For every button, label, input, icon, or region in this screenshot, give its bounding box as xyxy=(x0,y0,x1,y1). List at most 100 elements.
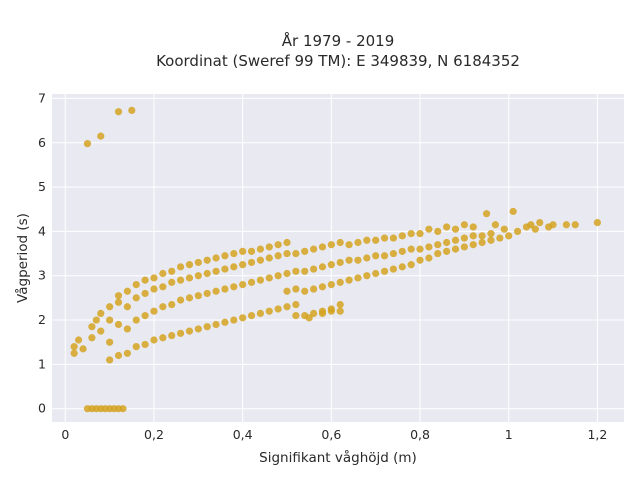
data-point xyxy=(239,247,247,255)
data-point xyxy=(265,307,273,315)
data-point xyxy=(176,296,185,304)
data-point xyxy=(345,256,353,264)
data-point xyxy=(327,307,335,315)
data-point xyxy=(380,252,389,260)
data-points xyxy=(70,106,601,413)
data-point xyxy=(354,274,362,282)
data-point xyxy=(363,272,371,280)
data-point xyxy=(141,312,149,320)
data-point xyxy=(212,254,220,262)
data-point xyxy=(185,327,194,335)
y-tick-label: 5 xyxy=(38,179,46,194)
data-point xyxy=(416,230,424,238)
data-point xyxy=(70,343,78,351)
data-point xyxy=(185,274,194,282)
data-point xyxy=(292,249,300,258)
data-point xyxy=(221,318,229,326)
chart-title-line-2: Koordinat (Sweref 99 TM): E 349839, N 61… xyxy=(156,52,520,70)
data-point xyxy=(363,254,371,262)
data-point xyxy=(372,236,380,244)
data-point xyxy=(505,232,513,240)
data-point xyxy=(416,245,424,253)
data-point xyxy=(221,252,229,260)
data-point xyxy=(123,349,131,357)
data-point xyxy=(168,278,176,286)
data-point xyxy=(416,256,424,264)
data-point xyxy=(230,249,238,258)
data-point xyxy=(265,243,273,251)
data-point xyxy=(469,232,477,240)
data-point xyxy=(487,230,495,238)
data-point xyxy=(106,303,114,311)
data-point xyxy=(478,232,486,240)
data-point xyxy=(92,316,100,324)
data-point xyxy=(123,303,131,311)
data-point xyxy=(460,234,468,242)
data-point xyxy=(571,221,579,229)
x-tick-label: 0,2 xyxy=(144,427,164,442)
x-axis-ticks: 0 0,2 0,4 0,6 0,8 1 1,2 xyxy=(61,427,607,442)
data-point xyxy=(114,108,123,116)
data-point xyxy=(83,140,92,148)
data-point xyxy=(159,334,167,342)
data-point xyxy=(292,300,300,309)
data-point xyxy=(132,343,140,351)
data-point xyxy=(345,241,353,249)
data-point xyxy=(176,329,185,337)
data-point xyxy=(141,289,149,298)
y-tick-label: 0 xyxy=(38,401,46,416)
data-point xyxy=(159,283,167,291)
x-tick-label: 0,8 xyxy=(410,427,430,442)
data-point xyxy=(97,132,105,140)
data-point xyxy=(159,269,167,278)
data-point xyxy=(274,252,282,260)
grid-lines xyxy=(52,94,624,422)
data-point xyxy=(398,232,406,240)
x-tick-label: 1,2 xyxy=(587,427,607,442)
data-point xyxy=(239,261,247,269)
data-point xyxy=(443,223,451,231)
data-point xyxy=(292,267,300,275)
data-point xyxy=(106,356,114,364)
data-point xyxy=(150,285,158,293)
data-point xyxy=(88,323,96,331)
x-tick-label: 0 xyxy=(61,427,69,442)
data-point xyxy=(150,307,158,315)
x-axis-title: Signifikant våghöjd (m) xyxy=(259,449,417,466)
y-tick-label: 1 xyxy=(38,356,46,371)
data-point xyxy=(70,349,78,357)
data-point xyxy=(230,316,238,324)
data-point xyxy=(389,249,398,258)
data-point xyxy=(230,263,238,271)
data-point xyxy=(141,340,149,349)
y-tick-label: 2 xyxy=(38,312,46,327)
data-point xyxy=(460,243,468,251)
data-point xyxy=(230,283,238,291)
data-point xyxy=(79,345,87,353)
data-point xyxy=(389,265,398,273)
data-point xyxy=(451,245,460,253)
data-point xyxy=(478,238,486,247)
data-point xyxy=(283,287,291,295)
data-point xyxy=(168,300,176,309)
data-point xyxy=(531,225,539,233)
data-point xyxy=(434,249,442,258)
data-point xyxy=(203,269,211,278)
data-point xyxy=(336,278,344,286)
data-point xyxy=(194,258,202,267)
data-point xyxy=(318,283,327,291)
data-point xyxy=(425,254,433,262)
data-point xyxy=(336,300,344,309)
data-point xyxy=(509,207,517,216)
data-point xyxy=(354,238,362,247)
data-point xyxy=(256,309,265,318)
data-point xyxy=(491,221,500,229)
data-point xyxy=(239,314,247,322)
data-point xyxy=(247,247,256,255)
data-point xyxy=(407,245,415,253)
data-point xyxy=(443,247,451,255)
data-point xyxy=(247,312,256,320)
y-tick-label: 4 xyxy=(38,223,46,238)
data-point xyxy=(265,254,273,262)
x-tick-label: 0,6 xyxy=(321,427,341,442)
